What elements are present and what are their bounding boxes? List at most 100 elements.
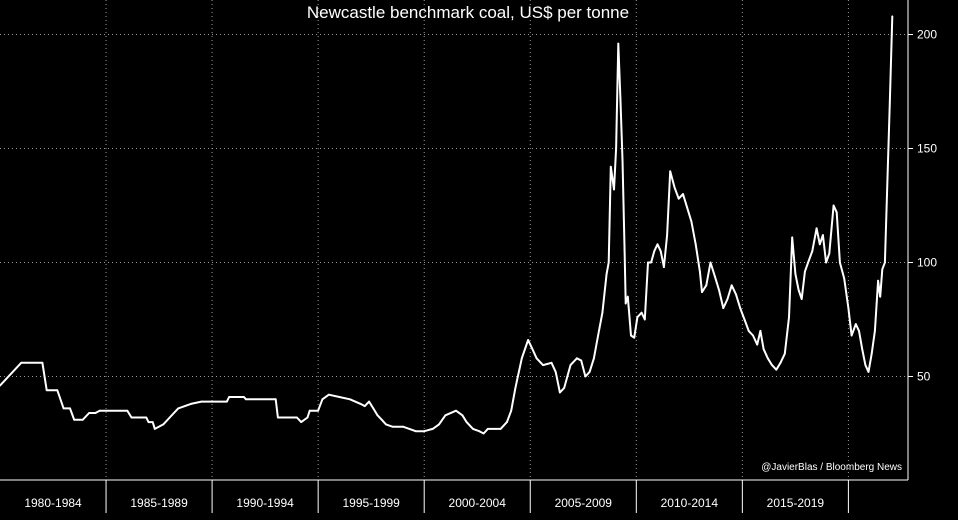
gridlines [0,0,908,480]
data-point [306,416,309,419]
data-point [699,270,701,273]
data-point [535,357,538,360]
data-point [423,430,426,433]
data-point [815,227,818,230]
data-point [800,298,803,300]
x-tick-label: 2005-2009 [555,496,613,510]
data-point [243,396,245,398]
data-point [607,261,610,264]
data-point [569,364,572,366]
data-point [730,284,733,287]
data-point [775,368,778,371]
data-point [88,412,90,414]
data-point [580,359,583,362]
data-point [245,398,247,401]
data-point [153,428,156,430]
x-tick-label: 2010-2014 [661,496,719,510]
data-point [643,318,646,321]
data-point [791,236,794,239]
data-point [623,250,626,253]
data-point [888,102,891,104]
data-point [756,343,759,346]
data-point [482,432,485,435]
data-point [177,407,180,410]
data-point [771,364,773,366]
data-point [832,204,835,207]
data-point [499,428,502,430]
data-point [626,295,629,298]
data-point [584,375,587,378]
data-point [145,416,148,419]
data-point [779,361,782,364]
series-line [0,16,894,435]
data-point [151,421,154,423]
data-point [653,250,656,253]
data-point [682,193,684,196]
data-point [705,284,708,287]
y-tick-label: 200 [917,28,937,42]
data-point [726,298,729,300]
data-point [372,407,375,410]
data-point [563,387,566,389]
data-point [677,197,680,200]
data-point [588,371,591,373]
data-point [666,234,668,237]
data-point [359,403,362,405]
data-point [788,316,790,319]
data-point [296,416,298,419]
data-point [45,389,48,392]
data-point [402,425,404,428]
data-point [444,414,447,417]
data-point [98,409,101,412]
data-point [633,336,636,339]
data-point [277,416,279,419]
x-tick-label: 1980-1984 [24,496,82,510]
data-point [621,159,624,161]
x-tick-label: 2000-2004 [449,496,507,510]
x-tick-label: 1995-1999 [342,496,400,510]
data-point [879,295,882,298]
data-point [211,400,214,403]
data-point [797,289,800,291]
data-point [835,211,838,214]
data-point [542,364,544,366]
y-tick-label: 50 [917,370,931,384]
data-point [81,418,84,421]
data-point [847,307,850,309]
data-point [368,400,370,403]
data-point [884,261,886,264]
data-point [701,291,703,293]
data-point [630,334,632,337]
data-point [0,384,1,387]
data-point [609,165,612,168]
data-point [694,243,697,246]
data-point [486,428,489,430]
data-point [619,97,622,100]
data-point [56,389,59,392]
chart-title: Newcastle benchmark coal, US$ per tonne [307,3,629,22]
data-point [659,250,662,253]
data-point [514,387,517,389]
data-point [864,364,867,366]
data-point [722,307,725,309]
data-point [510,409,513,412]
data-point [20,361,23,364]
y-tick-label: 150 [917,142,937,156]
data-point [647,261,649,264]
data-point [431,428,434,430]
data-point [818,243,821,246]
data-point [461,414,464,417]
data-point [877,279,879,282]
data-point [762,348,765,350]
data-point [593,357,595,360]
data-point [839,261,841,264]
data-point [62,407,65,410]
data-point [743,318,746,321]
data-point [673,186,676,189]
data-point [527,339,529,341]
data-point [624,302,627,305]
data-point [870,352,873,355]
data-point [718,289,720,291]
data-point [686,206,689,209]
